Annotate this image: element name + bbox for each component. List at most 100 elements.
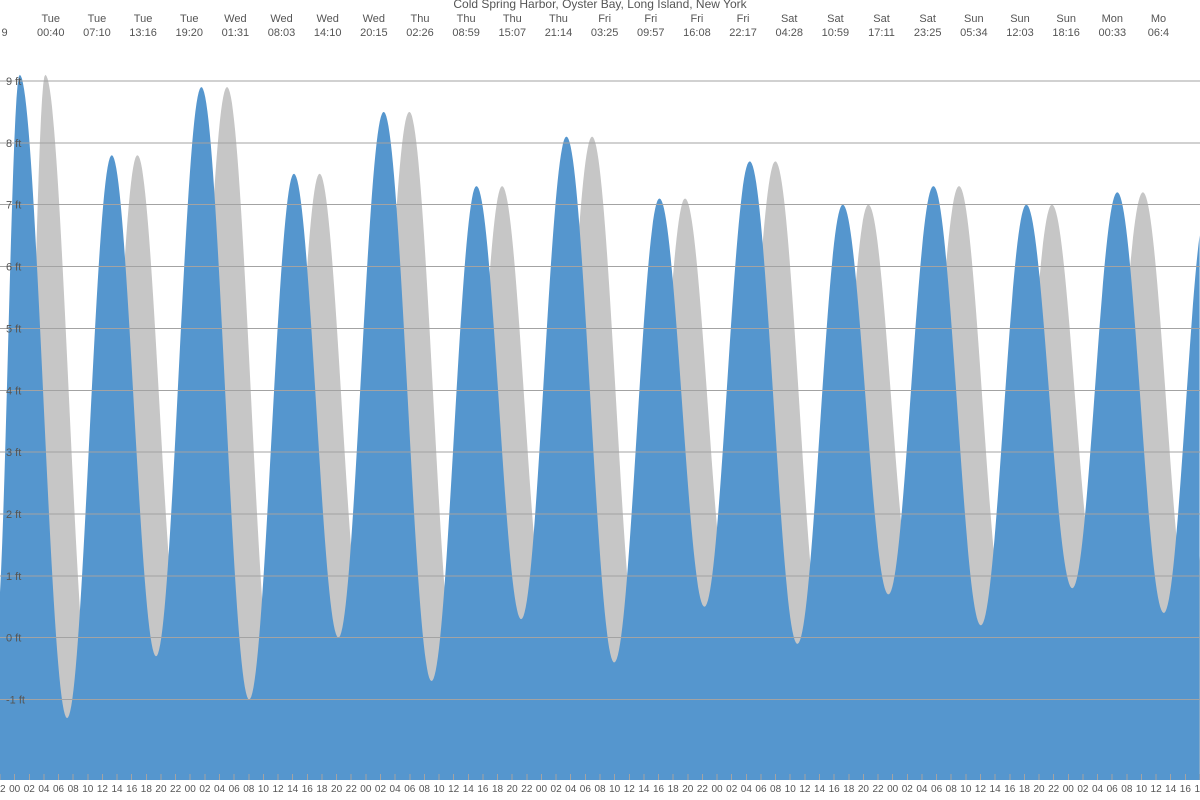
x-tick-label: 08 (68, 784, 80, 795)
x-tick-label: 08 (419, 784, 431, 795)
top-time-label: 16:08 (683, 27, 711, 39)
x-tick-label: 14 (287, 784, 299, 795)
x-tick-label: 06 (404, 784, 416, 795)
x-tick-label: 12 (272, 784, 284, 795)
top-day-label: Thu (549, 13, 568, 25)
top-day-label: Thu (503, 13, 522, 25)
top-time-label: 18:16 (1052, 27, 1080, 39)
top-time-label: 07:10 (83, 27, 111, 39)
x-tick-label: 00 (712, 784, 724, 795)
x-tick-label: 14 (638, 784, 650, 795)
y-tick-label: 6 ft (6, 262, 21, 274)
top-day-label: Sun (1056, 13, 1076, 25)
x-tick-label: 08 (946, 784, 958, 795)
top-time-label: 21:14 (545, 27, 573, 39)
top-day-label: Wed (363, 13, 385, 25)
x-tick-label: 00 (9, 784, 21, 795)
chart-title: Cold Spring Harbor, Oyster Bay, Long Isl… (453, 0, 747, 11)
top-day-label: Mo (1151, 13, 1166, 25)
x-tick-label: 04 (916, 784, 928, 795)
x-tick-label: 12 (1151, 784, 1163, 795)
top-day-label: Sun (1010, 13, 1030, 25)
top-day-label: Tue (41, 13, 60, 25)
x-tick-label: 18 (1019, 784, 1031, 795)
x-tick-label: 12 (799, 784, 811, 795)
y-tick-label: 2 ft (6, 509, 21, 521)
x-tick-label: 14 (463, 784, 475, 795)
x-tick-label: 00 (185, 784, 197, 795)
top-time-label: 03:25 (591, 27, 619, 39)
x-tick-label: 10 (1136, 784, 1148, 795)
x-tick-label: 12 (97, 784, 109, 795)
x-tick-label: 08 (243, 784, 255, 795)
x-tick-label: 16 (126, 784, 138, 795)
x-tick-label: 18 (1194, 784, 1200, 795)
x-tick-label: 06 (229, 784, 241, 795)
top-day-label: Sat (781, 13, 798, 25)
x-tick-label: 04 (390, 784, 402, 795)
x-tick-label: 04 (1092, 784, 1104, 795)
top-day-label: Wed (224, 13, 246, 25)
top-time-label: 23:25 (914, 27, 942, 39)
y-tick-label: -1 ft (6, 695, 25, 707)
x-tick-label: 16 (653, 784, 665, 795)
x-tick-label: 00 (360, 784, 372, 795)
top-day-label: Sun (964, 13, 984, 25)
tide-chart-svg: -1 ft0 ft1 ft2 ft3 ft4 ft5 ft6 ft7 ft8 f… (0, 0, 1200, 800)
x-tick-label: 08 (770, 784, 782, 795)
top-day-label: Sat (919, 13, 936, 25)
x-tick-label: 20 (682, 784, 694, 795)
y-tick-label: 4 ft (6, 385, 21, 397)
y-tick-label: 3 ft (6, 447, 21, 459)
top-time-label: 20:15 (360, 27, 388, 39)
x-tick-label: 18 (141, 784, 153, 795)
top-day-label: Tue (134, 13, 153, 25)
x-tick-label: 04 (741, 784, 753, 795)
x-tick-label: 16 (1004, 784, 1016, 795)
x-tick-label: 20 (331, 784, 343, 795)
top-day-label: Fri (644, 13, 657, 25)
x-tick-label: 20 (1033, 784, 1045, 795)
x-tick-label: 14 (1165, 784, 1177, 795)
x-tick-label: 16 (1180, 784, 1192, 795)
top-day-label: Mon (1102, 13, 1123, 25)
top-time-label: 14:10 (314, 27, 342, 39)
x-tick-label: 16 (477, 784, 489, 795)
top-day-label: Tue (180, 13, 199, 25)
top-time-label: 00:40 (37, 27, 65, 39)
x-tick-label: 02 (726, 784, 738, 795)
top-time-label: 04:28 (775, 27, 803, 39)
top-time-label: 19:20 (175, 27, 203, 39)
x-tick-label: 08 (1121, 784, 1133, 795)
x-tick-label: 02 (24, 784, 36, 795)
x-tick-label: 10 (258, 784, 270, 795)
x-tick-label: 12 (448, 784, 460, 795)
x-tick-label: 06 (580, 784, 592, 795)
top-day-label: Wed (316, 13, 338, 25)
x-tick-label: 06 (53, 784, 65, 795)
y-tick-label: 5 ft (6, 323, 21, 335)
x-tick-label: 08 (594, 784, 606, 795)
top-time-label: 06:4 (1148, 27, 1169, 39)
x-tick-label: 14 (814, 784, 826, 795)
top-time-label: 9 (2, 27, 8, 39)
x-tick-label: 22 (521, 784, 533, 795)
top-day-label: Thu (411, 13, 430, 25)
x-tick-label: 20 (507, 784, 519, 795)
top-day-label: Wed (270, 13, 292, 25)
top-time-label: 17:11 (868, 27, 895, 39)
top-time-label: 12:03 (1006, 27, 1034, 39)
x-tick-label: 02 (199, 784, 211, 795)
x-tick-label: 02 (902, 784, 914, 795)
x-tick-label: 00 (887, 784, 899, 795)
x-tick-label: 18 (316, 784, 328, 795)
top-time-label: 01:31 (222, 27, 250, 39)
top-day-label: Sat (873, 13, 890, 25)
top-day-label: Tue (88, 13, 107, 25)
x-tick-label: 12 (975, 784, 987, 795)
x-tick-label: 06 (1107, 784, 1119, 795)
x-tick-label: 04 (565, 784, 577, 795)
x-tick-label: 20 (858, 784, 870, 795)
top-day-label: Sat (827, 13, 844, 25)
y-tick-label: 9 ft (6, 76, 21, 88)
